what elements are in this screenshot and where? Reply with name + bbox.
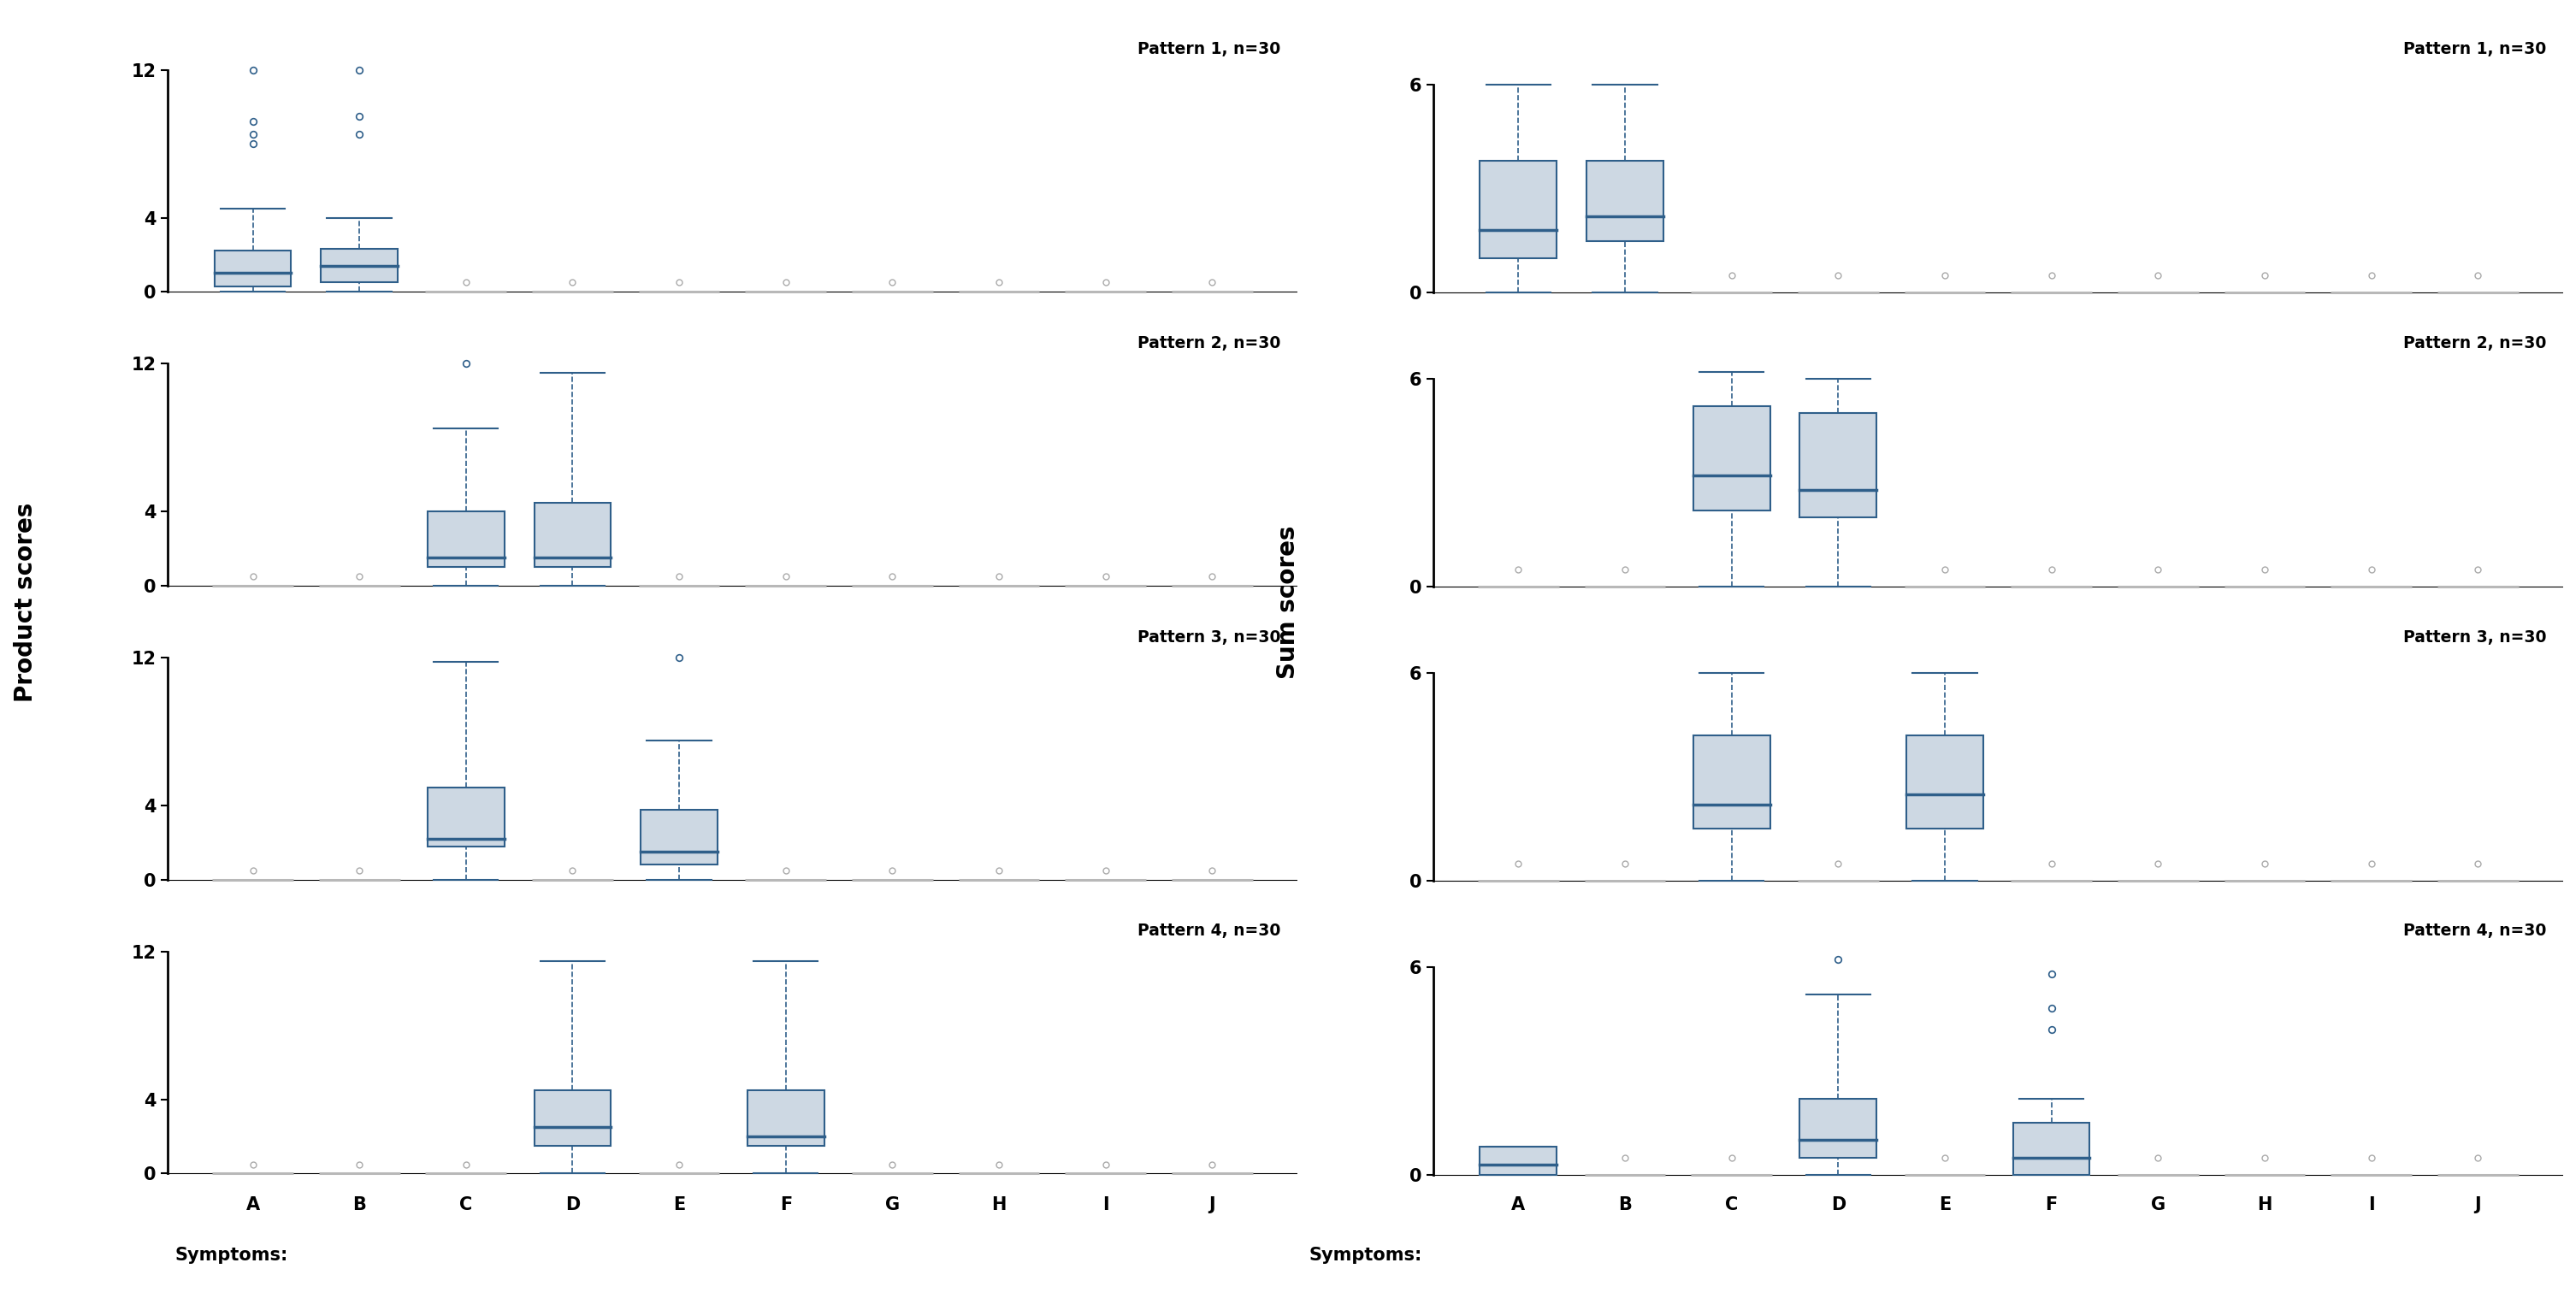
FancyBboxPatch shape [1692, 406, 1770, 511]
FancyBboxPatch shape [1481, 161, 1556, 258]
FancyBboxPatch shape [1692, 735, 1770, 829]
Text: Pattern 4, n=30: Pattern 4, n=30 [1139, 924, 1280, 939]
FancyBboxPatch shape [1801, 414, 1875, 517]
FancyBboxPatch shape [641, 810, 719, 865]
Text: Pattern 3, n=30: Pattern 3, n=30 [2403, 629, 2545, 646]
FancyBboxPatch shape [1801, 1099, 1875, 1158]
FancyBboxPatch shape [1587, 161, 1664, 241]
Text: Pattern 1, n=30: Pattern 1, n=30 [1139, 41, 1280, 58]
Text: Pattern 4, n=30: Pattern 4, n=30 [2403, 924, 2545, 939]
Text: Pattern 3, n=30: Pattern 3, n=30 [1136, 629, 1280, 646]
Text: Pattern 1, n=30: Pattern 1, n=30 [2403, 41, 2545, 58]
Text: Symptoms:: Symptoms: [175, 1246, 289, 1264]
FancyBboxPatch shape [2012, 1123, 2089, 1175]
FancyBboxPatch shape [533, 503, 611, 567]
FancyBboxPatch shape [747, 1090, 824, 1146]
Text: Pattern 2, n=30: Pattern 2, n=30 [1139, 335, 1280, 351]
Text: Sum scores: Sum scores [1275, 525, 1301, 680]
Text: Pattern 2, n=30: Pattern 2, n=30 [2403, 335, 2545, 351]
FancyBboxPatch shape [428, 787, 505, 846]
FancyBboxPatch shape [214, 252, 291, 286]
Text: Symptoms:: Symptoms: [1309, 1246, 1422, 1264]
FancyBboxPatch shape [322, 249, 397, 283]
Text: Product scores: Product scores [13, 503, 39, 702]
FancyBboxPatch shape [1906, 735, 1984, 829]
FancyBboxPatch shape [428, 512, 505, 567]
FancyBboxPatch shape [1481, 1148, 1556, 1175]
FancyBboxPatch shape [533, 1090, 611, 1146]
